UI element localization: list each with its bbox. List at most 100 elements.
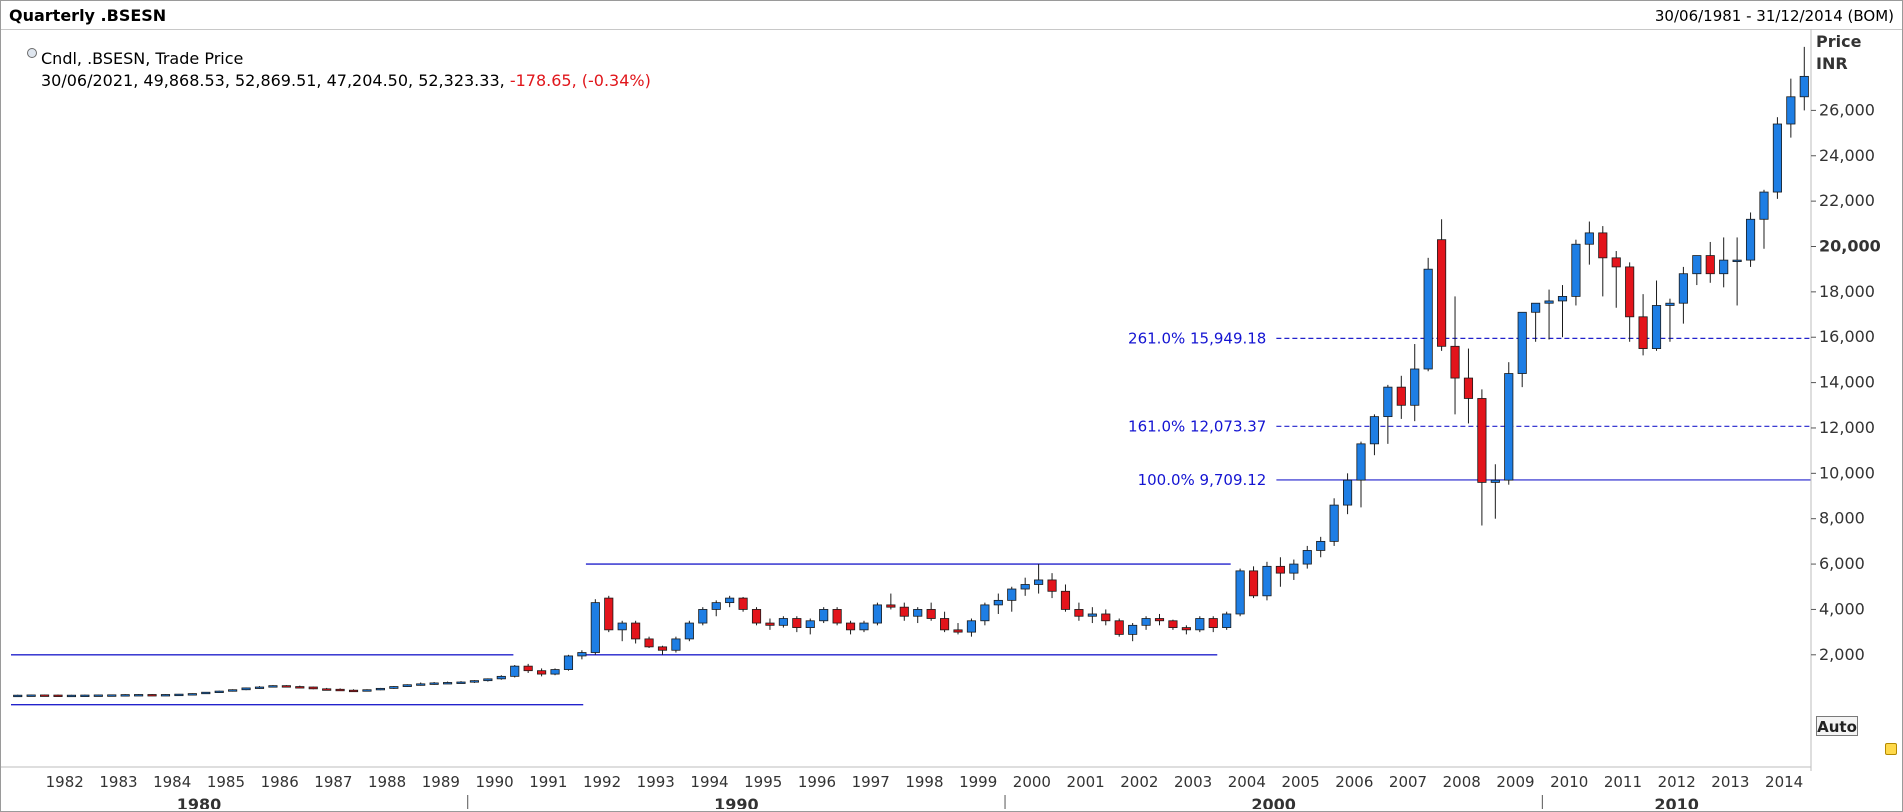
candle-body[interactable]: [1571, 243, 1581, 297]
candle-body[interactable]: [1638, 316, 1648, 349]
candle-body[interactable]: [684, 622, 694, 640]
candle-body[interactable]: [657, 646, 668, 651]
candle-body[interactable]: [1531, 302, 1541, 313]
candle-body[interactable]: [1289, 563, 1299, 574]
candle-body[interactable]: [1504, 373, 1514, 481]
candle-body[interactable]: [711, 602, 721, 610]
candle-body[interactable]: [1302, 550, 1312, 565]
candle-body[interactable]: [537, 670, 547, 675]
candle-body[interactable]: [134, 694, 144, 697]
candle-body[interactable]: [26, 694, 36, 697]
candle-body[interactable]: [1772, 123, 1782, 193]
candle-body[interactable]: [1651, 305, 1662, 349]
candle-body[interactable]: [953, 629, 963, 633]
candle-body[interactable]: [362, 689, 372, 692]
candle-body[interactable]: [107, 694, 117, 697]
candle-body[interactable]: [1074, 609, 1084, 617]
candle-body[interactable]: [201, 691, 211, 695]
candle-body[interactable]: [765, 622, 775, 626]
candle-body[interactable]: [832, 609, 842, 624]
candle-body[interactable]: [335, 688, 345, 692]
legend-toggle-icon[interactable]: [27, 48, 37, 58]
candle-body[interactable]: [523, 665, 533, 672]
candle-body[interactable]: [940, 618, 950, 631]
candle-body[interactable]: [1235, 570, 1245, 615]
candle-body[interactable]: [1020, 584, 1030, 590]
candle-body[interactable]: [617, 622, 627, 631]
candle-body[interactable]: [563, 655, 574, 670]
candle-body[interactable]: [40, 694, 50, 697]
candlestick-chart[interactable]: 261.0% 15,949.18 161.0% 12,073.37 100.0% 9…: [1, 29, 1902, 809]
candle-body[interactable]: [1799, 75, 1809, 98]
candle-body[interactable]: [1383, 386, 1393, 418]
candle-body[interactable]: [1154, 618, 1165, 622]
candle-body[interactable]: [1114, 620, 1124, 635]
candle-body[interactable]: [725, 597, 735, 604]
candle-body[interactable]: [268, 685, 278, 688]
settings-icon[interactable]: [1885, 743, 1897, 755]
candle-body[interactable]: [66, 694, 77, 698]
candle-body[interactable]: [1678, 273, 1688, 304]
candle-body[interactable]: [577, 652, 587, 657]
candle-body[interactable]: [993, 599, 1003, 606]
candle-body[interactable]: [1625, 266, 1635, 318]
candle-body[interactable]: [1195, 618, 1205, 631]
date-range-label[interactable]: 30/06/1981 - 31/12/2014 (BOM): [1654, 7, 1894, 25]
candle-body[interactable]: [926, 609, 936, 619]
candle-body[interactable]: [590, 602, 600, 653]
candle-body[interactable]: [1557, 295, 1568, 302]
candle-body[interactable]: [348, 689, 359, 693]
candle-body[interactable]: [120, 694, 130, 697]
candle-body[interactable]: [295, 686, 305, 689]
candle-body[interactable]: [443, 682, 453, 685]
candle-body[interactable]: [214, 690, 224, 693]
candle-body[interactable]: [1060, 590, 1071, 610]
candle-body[interactable]: [469, 680, 479, 683]
candle-body[interactable]: [510, 665, 520, 677]
candle-body[interactable]: [147, 694, 157, 697]
candle-body[interactable]: [980, 604, 990, 622]
candle-body[interactable]: [644, 638, 654, 648]
candle-body[interactable]: [1705, 255, 1715, 275]
candle-body[interactable]: [1598, 232, 1608, 259]
candle-body[interactable]: [1450, 345, 1460, 379]
candle-body[interactable]: [1329, 504, 1339, 542]
candle-body[interactable]: [819, 609, 829, 622]
candle-body[interactable]: [859, 622, 869, 631]
candle-body[interactable]: [1410, 368, 1420, 406]
candle-body[interactable]: [1665, 302, 1675, 306]
candle-body[interactable]: [402, 684, 412, 687]
candle-body[interactable]: [604, 597, 614, 631]
candle-body[interactable]: [483, 678, 493, 682]
candle-body[interactable]: [1007, 588, 1017, 601]
candle-body[interactable]: [93, 694, 103, 697]
candle-body[interactable]: [13, 694, 23, 698]
candle-body[interactable]: [1128, 624, 1138, 635]
candle-body[interactable]: [496, 675, 506, 680]
candle-body[interactable]: [913, 609, 923, 617]
candle-body[interactable]: [1732, 259, 1742, 263]
candle-body[interactable]: [53, 694, 63, 697]
candle-body[interactable]: [872, 604, 882, 624]
candle-body[interactable]: [174, 693, 184, 697]
candle-body[interactable]: [187, 693, 197, 696]
candle-body[interactable]: [1356, 443, 1366, 481]
candle-body[interactable]: [1343, 479, 1353, 506]
candle-body[interactable]: [899, 606, 909, 617]
candle-body[interactable]: [1208, 618, 1218, 628]
candle-body[interactable]: [966, 620, 977, 633]
candle-body[interactable]: [1490, 479, 1500, 483]
candle-body[interactable]: [671, 638, 681, 651]
candle-body[interactable]: [1275, 565, 1285, 574]
candle-body[interactable]: [1168, 620, 1178, 628]
candle-body[interactable]: [845, 622, 856, 631]
candle-body[interactable]: [1544, 300, 1554, 304]
auto-scale-button[interactable]: Auto: [1816, 716, 1858, 736]
candle-body[interactable]: [792, 618, 802, 628]
candle-body[interactable]: [322, 688, 332, 691]
candle-body[interactable]: [1517, 311, 1527, 374]
candle-body[interactable]: [1437, 239, 1447, 347]
candle-body[interactable]: [1745, 218, 1756, 261]
candle-body[interactable]: [254, 686, 265, 689]
candle-body[interactable]: [1141, 618, 1151, 626]
